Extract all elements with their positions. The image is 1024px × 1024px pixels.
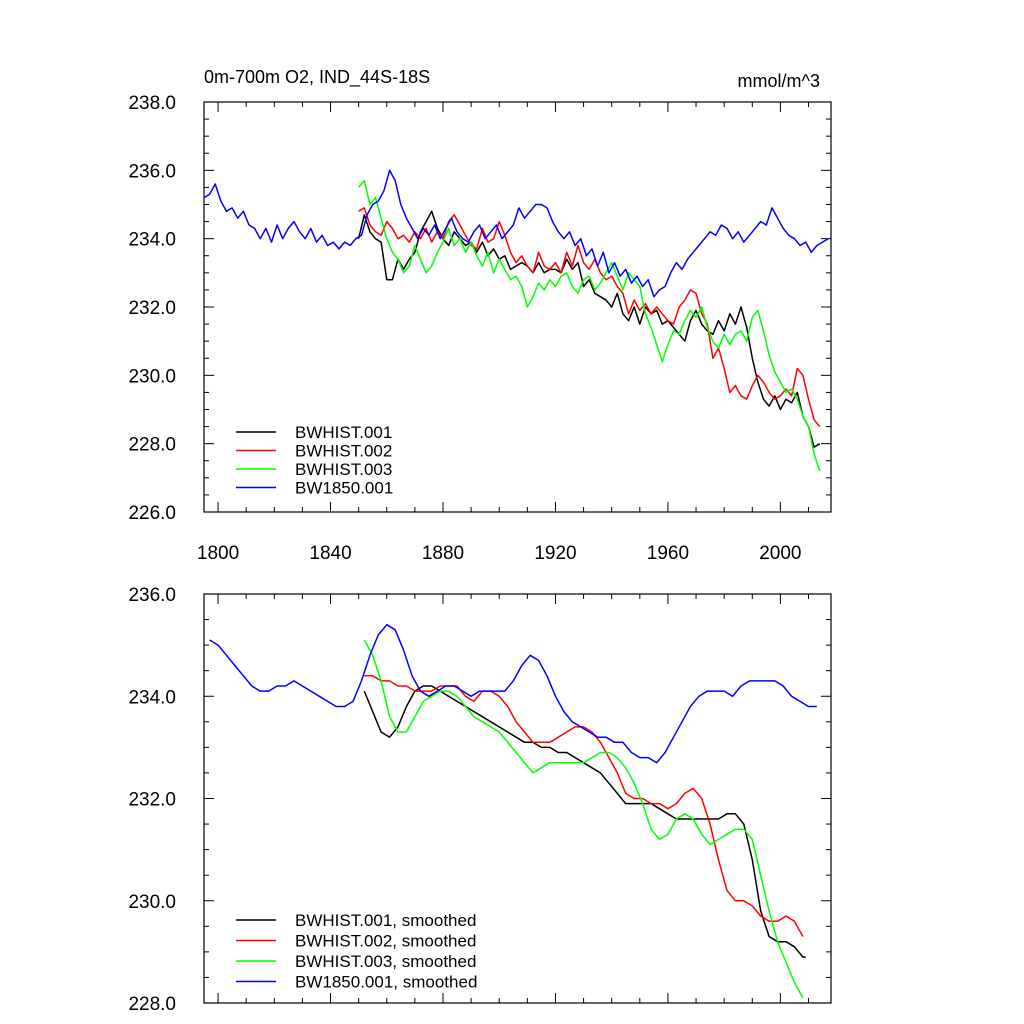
y-tick-label: 234.0	[128, 230, 176, 251]
legend-label: BWHIST.001	[295, 423, 392, 442]
x-tick-label: 1880	[422, 543, 464, 564]
series-line	[358, 179, 821, 472]
y-tick-label: 232.0	[128, 298, 176, 319]
units-label: mmol/m^3	[738, 71, 820, 91]
legend-label: BW1850.001	[295, 479, 393, 498]
y-tick-label: 232.0	[128, 790, 176, 811]
y-tick-label: 228.0	[128, 994, 176, 1015]
series-line	[363, 639, 804, 999]
y-tick-label: 234.0	[128, 687, 176, 708]
y-tick-label: 228.0	[128, 435, 176, 456]
series-line	[203, 169, 829, 298]
y-tick-label: 236.0	[128, 161, 176, 182]
series-line	[358, 207, 821, 428]
x-tick-label: 1840	[309, 543, 351, 564]
legend-label: BW1850.001, smoothed	[295, 973, 477, 992]
legend-label: BWHIST.002, smoothed	[295, 932, 476, 951]
series-line	[364, 675, 804, 937]
x-tick-label: 2000	[759, 543, 801, 564]
legend-label: BWHIST.002	[295, 442, 392, 461]
chart-title: 0m-700m O2, IND_44S-18S	[204, 67, 430, 88]
y-tick-label: 230.0	[128, 892, 176, 913]
top-panel: 226.0 228.0 230.0 232.0 234.0 236.0 238.0 1800 1…	[128, 93, 832, 564]
x-tick-label: 1960	[647, 543, 689, 564]
y-tick-label: 230.0	[128, 366, 176, 387]
series-line	[209, 623, 817, 764]
y-tick-label: 236.0	[128, 585, 176, 606]
legend-label: BWHIST.003	[295, 460, 392, 479]
legend-label: BWHIST.003, smoothed	[295, 952, 476, 971]
y-tick-label: 238.0	[128, 93, 176, 114]
x-tick-label: 1920	[534, 543, 576, 564]
series-line	[357, 210, 821, 448]
legend-label: BWHIST.001, smoothed	[295, 911, 476, 930]
x-tick-label: 1800	[197, 543, 239, 564]
bottom-panel: 228.0 230.0 232.0 234.0 236.0 BWHIST.001, smo…	[128, 585, 832, 1015]
y-tick-label: 226.0	[128, 503, 176, 524]
